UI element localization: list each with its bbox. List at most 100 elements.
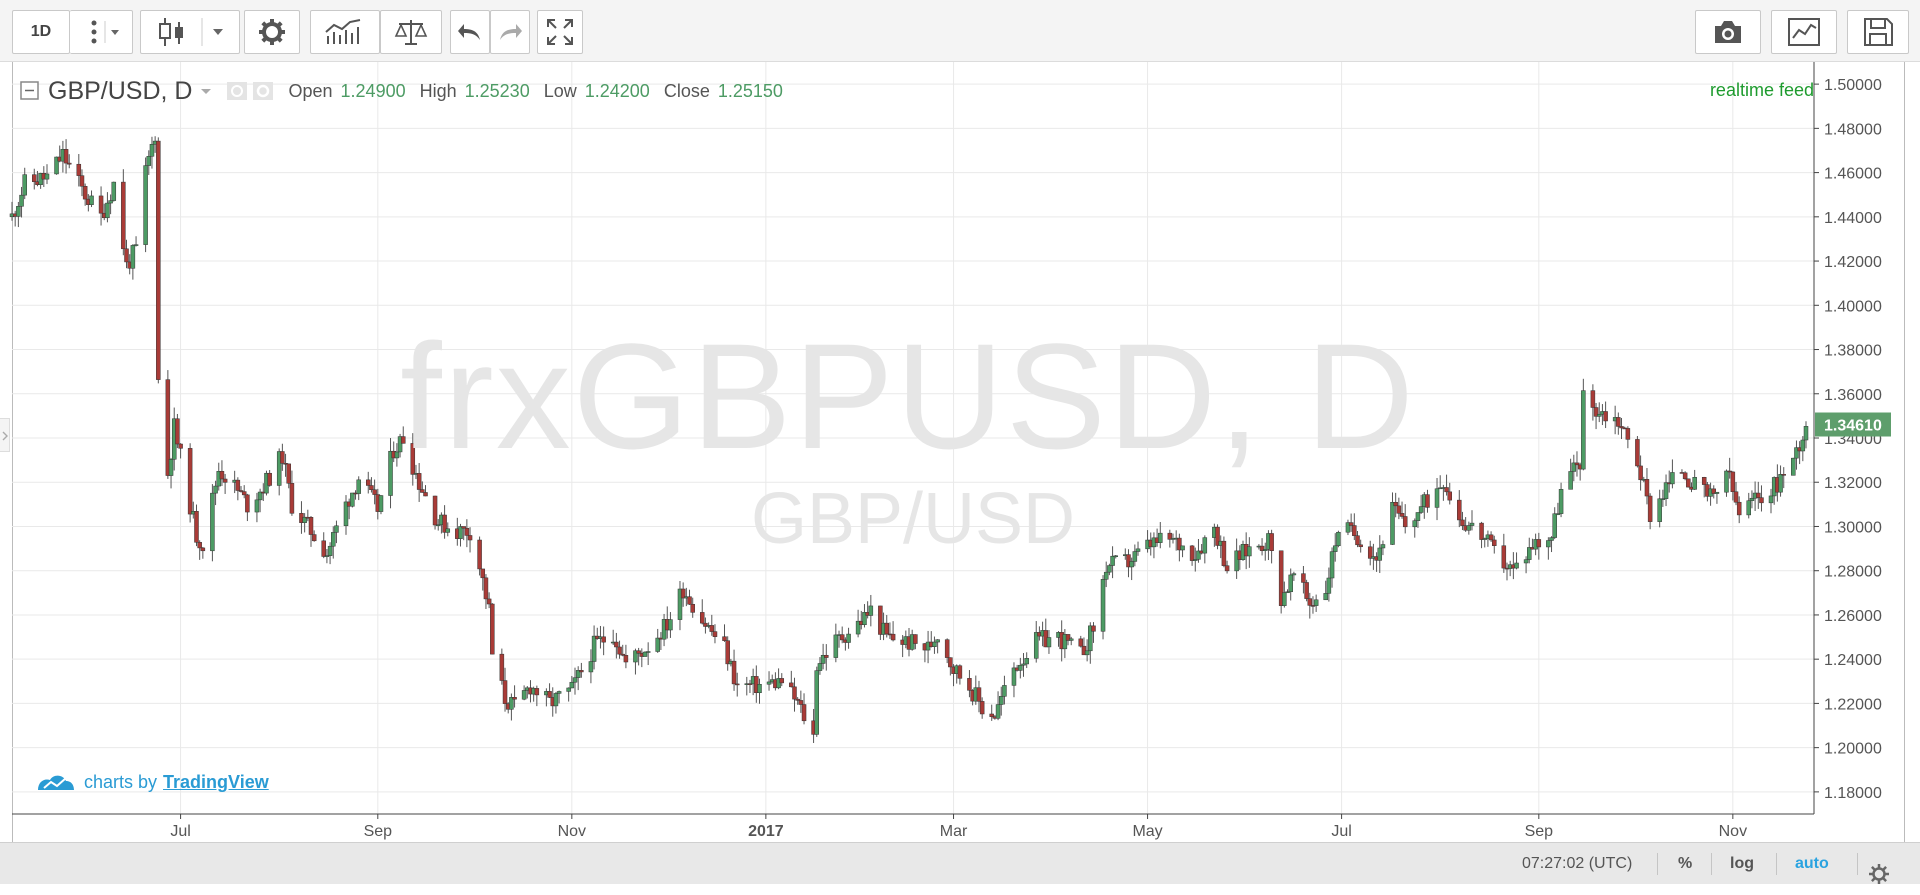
tradingview-link[interactable]: TradingView xyxy=(163,771,269,792)
redo-icon xyxy=(500,24,522,40)
chevron-right-icon xyxy=(2,431,8,441)
candle-body xyxy=(553,693,559,707)
candle-body xyxy=(1307,598,1313,606)
candle-body xyxy=(801,704,807,722)
snapshot-button[interactable] xyxy=(1695,10,1761,54)
candle-body xyxy=(289,483,295,514)
collapse-legend-icon[interactable] xyxy=(20,81,40,101)
candle-body xyxy=(1635,439,1640,467)
candle-body xyxy=(1546,540,1551,548)
y-tick-label: 1.20000 xyxy=(1824,741,1882,758)
candle-body xyxy=(1647,495,1653,522)
candle-body xyxy=(1189,545,1195,561)
save-button[interactable] xyxy=(1847,10,1909,54)
tradingview-logo-icon xyxy=(38,775,74,790)
candle-body xyxy=(1781,474,1786,476)
candle-body xyxy=(1644,479,1650,497)
indicators-button[interactable] xyxy=(310,10,380,54)
y-tick-label: 1.48000 xyxy=(1824,121,1882,138)
candle-body xyxy=(989,713,994,717)
compare-button[interactable] xyxy=(380,10,442,54)
close-label: Close xyxy=(663,80,710,101)
candle-body xyxy=(747,683,753,685)
candle-body xyxy=(703,622,708,627)
candle-body xyxy=(884,622,889,635)
candle-body xyxy=(1065,634,1071,641)
candle-body xyxy=(814,670,820,735)
clock-readout[interactable]: 07:27:02 (UTC) xyxy=(1522,855,1633,872)
candle-body xyxy=(1768,495,1774,504)
candle-body xyxy=(238,490,244,492)
publish-idea-button[interactable] xyxy=(1771,10,1837,54)
symbol-dropdown-icon[interactable] xyxy=(198,84,214,98)
candle-body xyxy=(1282,592,1287,606)
top-toolbar: 1D xyxy=(0,0,1920,62)
legend-symbol[interactable]: GBP/USD, D xyxy=(48,76,193,105)
candle-body xyxy=(334,525,339,533)
auto-scale-toggle[interactable]: auto xyxy=(1795,855,1829,872)
candle-body xyxy=(521,690,527,700)
log-scale-toggle[interactable]: log xyxy=(1730,855,1754,872)
watermark-symbol: frxGBPUSD, D xyxy=(400,312,1416,480)
candle-body xyxy=(642,651,648,657)
y-tick-label: 1.32000 xyxy=(1824,475,1882,492)
settings-button[interactable] xyxy=(244,10,300,54)
y-tick-label: 1.38000 xyxy=(1824,343,1882,360)
candle-body xyxy=(442,514,447,533)
candle-body xyxy=(855,620,861,635)
candle-body xyxy=(490,603,495,655)
candle-body xyxy=(1759,497,1764,504)
left-panel-toggle[interactable] xyxy=(0,418,10,452)
candle-body xyxy=(1018,664,1023,671)
legend-settings-icon[interactable] xyxy=(252,81,274,101)
candle-body xyxy=(331,532,336,547)
redo-button[interactable] xyxy=(490,10,530,54)
separator xyxy=(1776,853,1777,875)
candle-body xyxy=(766,681,772,685)
chart-type-button[interactable] xyxy=(140,10,240,54)
candle-body xyxy=(677,588,683,620)
candle-body xyxy=(89,195,94,205)
candle-body xyxy=(948,657,953,668)
candle-body xyxy=(1081,645,1087,656)
candle-body xyxy=(1355,535,1360,546)
candle-body xyxy=(1638,465,1643,481)
candle-body xyxy=(1263,548,1268,551)
candle-body xyxy=(817,663,823,671)
candle-body xyxy=(1103,571,1109,580)
candle-body xyxy=(1457,499,1462,521)
interval-dropdown-button[interactable] xyxy=(70,10,133,54)
scale-settings-gear-icon[interactable] xyxy=(1868,853,1890,895)
candle-body xyxy=(108,200,113,204)
gear-icon xyxy=(259,19,285,45)
candle-body xyxy=(1288,574,1293,593)
candle-body xyxy=(1247,546,1252,557)
interval-button[interactable]: 1D xyxy=(12,10,70,54)
candle-body xyxy=(79,175,85,187)
candle-body xyxy=(1301,573,1306,583)
candle-body xyxy=(321,540,326,557)
candle-body xyxy=(575,670,581,678)
candle-body xyxy=(397,436,403,453)
candle-body xyxy=(222,478,228,483)
candle-body xyxy=(1536,539,1542,548)
candle-body xyxy=(967,678,972,691)
visibility-icon[interactable] xyxy=(226,81,248,101)
fullscreen-button[interactable] xyxy=(537,10,583,54)
low-value: 1.24200 xyxy=(584,80,650,101)
candle-body xyxy=(979,701,985,715)
candle-body xyxy=(1749,497,1755,501)
candle-body xyxy=(509,697,514,710)
candle-body xyxy=(1596,413,1602,417)
candle-body xyxy=(1304,582,1309,599)
candle-body xyxy=(1126,554,1131,568)
candle-body xyxy=(833,634,839,658)
candle-body xyxy=(623,655,629,663)
percent-scale-toggle[interactable]: % xyxy=(1678,855,1693,872)
candle-body xyxy=(1329,551,1335,579)
candle-body xyxy=(241,491,247,496)
candle-body xyxy=(1224,565,1230,572)
undo-button[interactable] xyxy=(450,10,490,54)
candle-body xyxy=(1660,498,1666,500)
